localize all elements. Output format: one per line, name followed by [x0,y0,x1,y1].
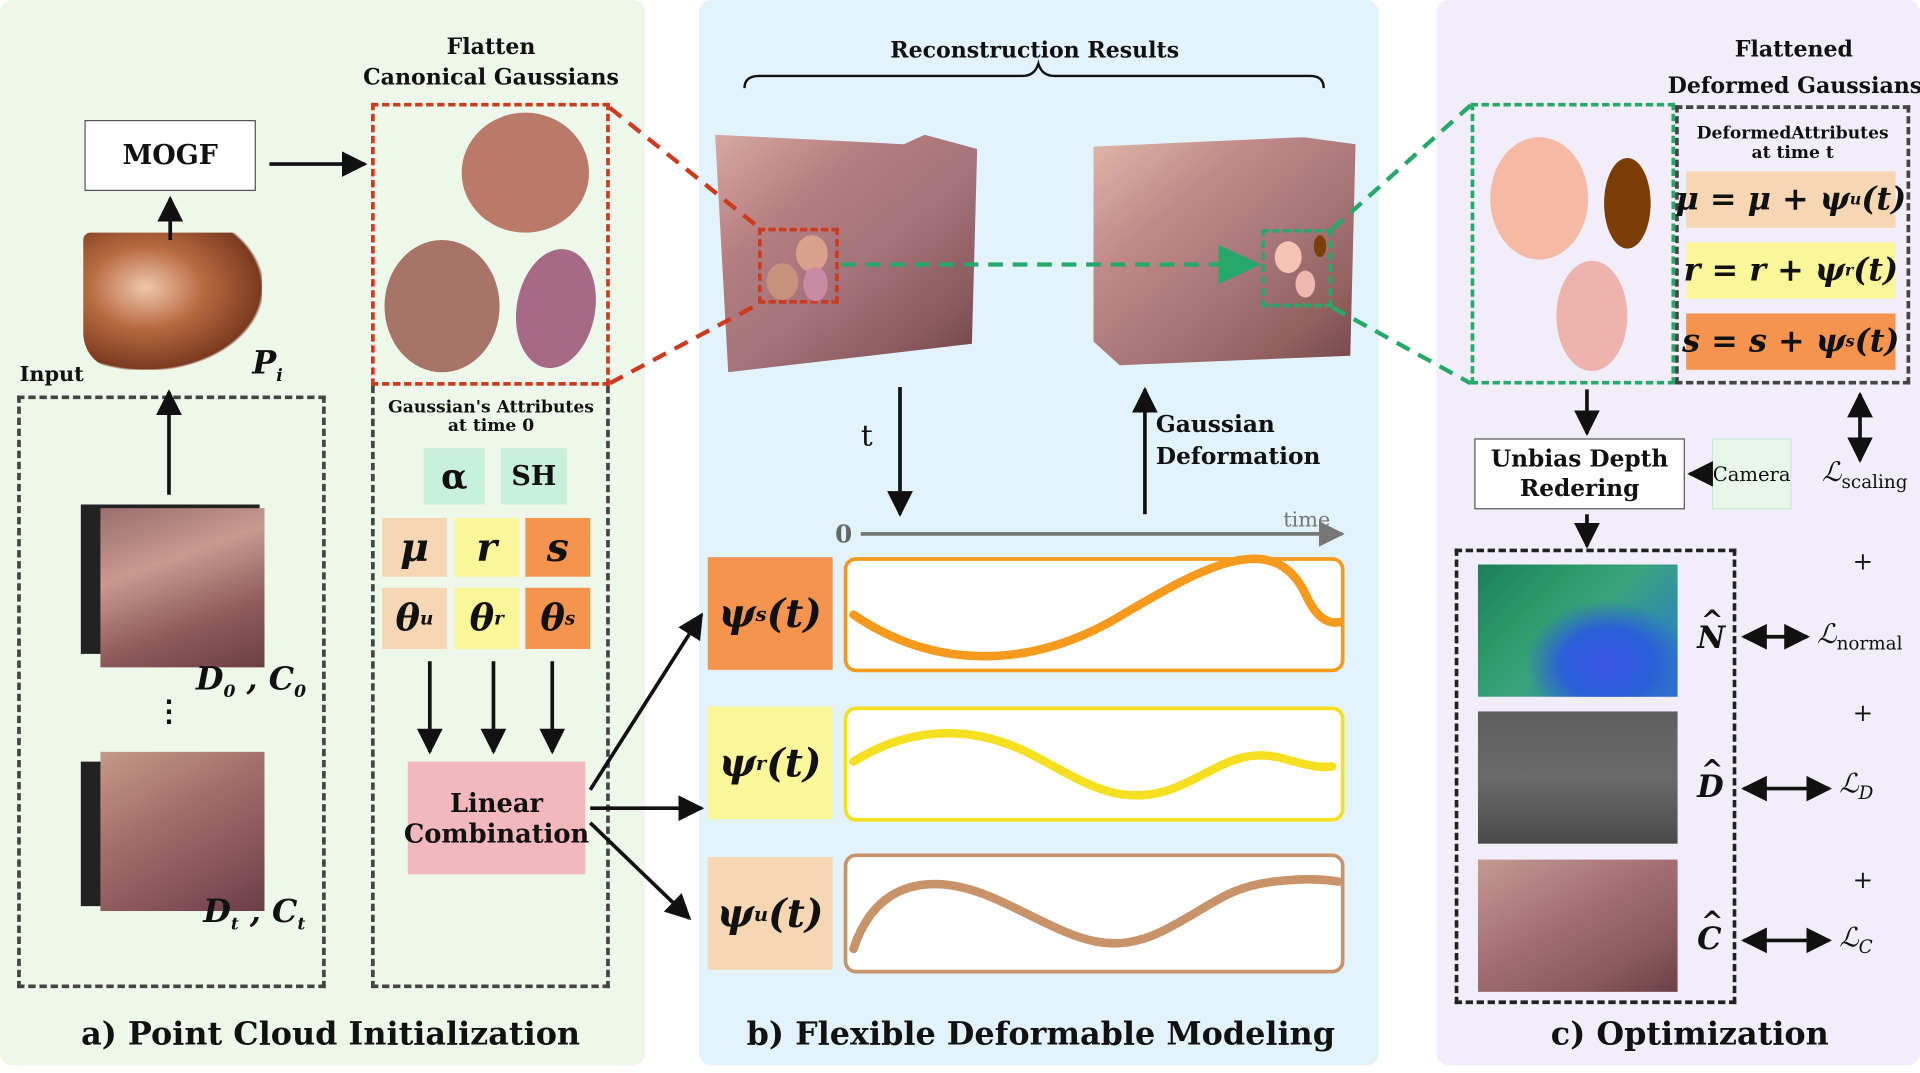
recon-gaussian-a3 [803,266,828,302]
caption-a: a) Point Cloud Initialization [81,1016,581,1054]
plus-2: + [1852,697,1874,728]
recon-gaussian-b1 [1274,241,1302,274]
deformed-gaussian-1 [1490,137,1589,260]
loss-color: ℒC [1839,923,1873,959]
curve-box-r [843,706,1345,822]
color-render-image [1477,859,1678,992]
linear-combination-box: Linear Combination [404,761,589,875]
loss-scaling: ℒscaling [1822,457,1908,493]
deformed-gaussian-2 [1604,157,1651,249]
input-label: Input [19,362,84,387]
psi-s-box: ψ s (t) [707,557,833,670]
unbias-depth-rendering-box: Unbias Depth Redering [1474,438,1685,510]
time-axis-zero: 0 [835,519,853,549]
sh-box: SH [500,448,567,505]
dt-ct-label: Dt , Ct [203,893,306,935]
curve-box-u [843,853,1345,974]
point-cloud-image [83,232,263,370]
deformed-attributes-title: DeformedAttributes at time t [1696,123,1889,163]
deformed-attributes-frame [1675,105,1911,385]
reconstruction-title: Reconstruction Results [890,37,1180,64]
flatten-title: Flatten Canonical Gaussians [363,34,619,91]
small-green-frame [1261,228,1333,308]
caption-c: c) Optimization [1550,1016,1829,1054]
c-hat-label: C [1697,920,1722,957]
reconstruction-brace [743,59,1325,89]
psi-r-box: ψ r (t) [707,706,833,820]
d-hat-label: D [1697,768,1724,805]
canonical-gaussians-frame [371,102,610,386]
deformed-gaussians-frame [1470,102,1676,385]
canonical-gaussian-2 [384,240,500,373]
depth-map-image [1477,711,1678,844]
curve-psi-r [849,728,1337,800]
psi-u-box: ψ u (t) [707,857,833,970]
input-frame-0 [100,508,265,668]
recon-gaussian-b2 [1313,235,1327,258]
t-arrow-label: t [860,418,873,454]
curve-psi-u [849,875,1343,954]
attributes-title: Gaussian's Attributes at time 0 [388,397,594,436]
d-hat-caret: ^ [1700,754,1724,787]
n-hat-label: N [1697,619,1726,656]
loss-depth: ℒD [1839,768,1874,804]
caption-b: b) Flexible Deformable Modeling [746,1016,1335,1054]
equation-s: s = s + ψ s (t) [1682,313,1900,370]
recon-gaussian-a2 [766,263,799,301]
canonical-gaussian-3 [515,249,596,369]
input-frame-t [100,751,265,912]
flattened-deformed-title: Flattened Deformed Gaussians [1667,36,1920,100]
s-box: s [525,517,591,577]
recon-gaussian-b3 [1295,270,1316,298]
pi-label: Pi [252,345,283,386]
d0-c0-label: D0 , C0 [195,661,307,702]
equation-mu: μ = μ + ψ u (t) [1675,171,1906,228]
loss-normal: ℒnormal [1817,619,1903,655]
rendered-outputs-frame [1454,548,1737,1005]
mogf-box: MOGF [84,120,256,192]
gaussian-deformation-label: Gaussian Deformation [1155,411,1321,471]
plus-3: + [1852,864,1874,894]
r-box: r [454,517,520,577]
equation-r: r = r + ψ r (t) [1684,242,1898,299]
alpha-box: α [423,448,485,505]
n-hat-caret: ^ [1700,604,1724,637]
mogf-label: MOGF [122,139,218,172]
deformed-gaussian-3 [1556,260,1628,372]
canonical-gaussian-1 [461,112,589,233]
curve-psi-s [849,554,1344,661]
plus-1: + [1852,546,1874,576]
c-hat-caret: ^ [1700,906,1724,938]
mu-box: μ [382,517,447,577]
small-red-frame [757,227,839,304]
recon-gaussian-a1 [795,235,828,272]
attributes-frame [371,385,610,989]
ellipsis: ⋮ [154,693,184,729]
normal-map-image [1477,564,1678,697]
